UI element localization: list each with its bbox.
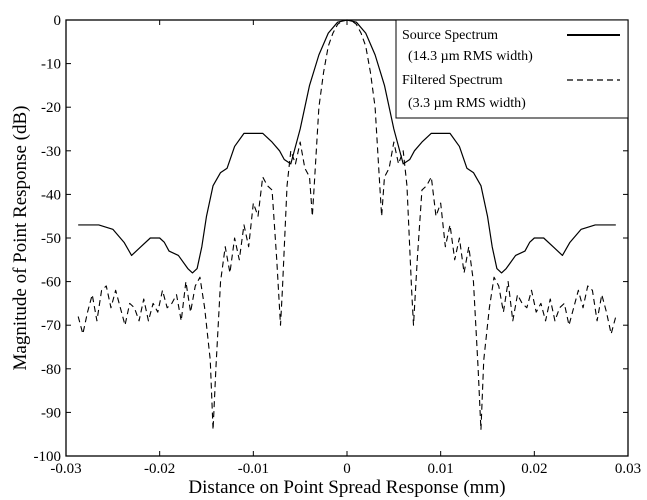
x-tick-label: -0.01 [238,461,269,477]
legend-source-width: (14.3 µm RMS width) [408,49,533,64]
y-tick-label: -10 [41,57,61,73]
legend-box [395,19,629,119]
x-tick-label: 0.03 [615,461,641,477]
y-tick-label: -30 [41,144,61,160]
filtered-spectrum-line [77,19,617,431]
y-tick-label: 0 [54,13,62,29]
y-tick-label: -80 [41,362,61,378]
y-axis-title: Magnitude of Point Response (dB) [10,106,31,371]
x-tick-label: 0.02 [521,461,547,477]
series-layer [77,19,617,431]
y-tick-label: -40 [41,187,61,203]
legend-filtered-label: Filtered Spectrum [402,73,503,88]
x-tick-label: -0.03 [50,461,81,477]
axis-ticks: -0.03 -0.02 -0.01 0 0.01 0.02 0.03 0 -10 -20 -30 -4… [34,13,642,477]
y-tick-label: -100 [34,449,62,465]
x-tick-label: -0.02 [144,461,175,477]
legend-filtered-width: (3.3 µm RMS width) [408,96,526,111]
x-tick-label: 0 [343,461,351,477]
legend: Source Spectrum (14.3 µm RMS width) Filt… [395,19,629,119]
x-tick-label: 0.01 [428,461,454,477]
y-tick-label: -60 [41,275,61,291]
x-axis-title: Distance on Point Spread Response (mm) [188,477,505,498]
y-tick-label: -70 [41,318,61,334]
y-tick-label: -20 [41,100,61,116]
y-tick-label: -50 [41,231,61,247]
y-tick-label: -90 [41,405,61,421]
legend-source-label: Source Spectrum [402,28,498,43]
